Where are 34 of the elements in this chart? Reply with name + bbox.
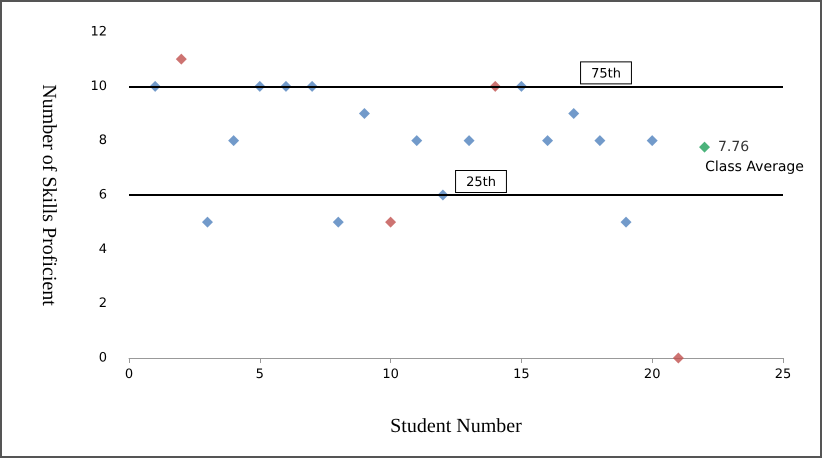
point — [542, 135, 554, 146]
data-label: 7.76 — [718, 139, 750, 156]
point — [411, 135, 422, 146]
point — [228, 135, 240, 146]
ref-line-label: 75th — [591, 66, 621, 82]
point — [699, 142, 710, 153]
y-tick-label: 6 — [98, 188, 107, 202]
point — [202, 216, 213, 228]
point — [176, 54, 187, 65]
point — [594, 135, 606, 146]
y-axis-title: Number of Skills Proficient — [38, 84, 60, 306]
x-tick-label: 10 — [382, 367, 399, 382]
point — [358, 108, 370, 119]
point — [464, 135, 475, 146]
ref-line-label: 25th — [466, 175, 496, 190]
y-tick-label: 4 — [98, 242, 107, 257]
y-tick-label: 12 — [90, 24, 107, 40]
x-tick-label: 0 — [124, 367, 134, 382]
x-tick-label: 20 — [644, 367, 660, 382]
point — [646, 135, 658, 146]
point — [385, 216, 396, 228]
point — [620, 216, 632, 228]
x-tick-label: 5 — [256, 367, 264, 382]
x-tick-label: 25 — [774, 367, 792, 382]
point — [672, 352, 684, 364]
y-tick-label: 10 — [90, 78, 107, 94]
annotation: Class Average — [705, 159, 804, 176]
point — [332, 216, 344, 228]
x-axis-title: Student Number — [390, 415, 522, 437]
x-tick-label: 15 — [513, 367, 530, 382]
y-tick-label: 8 — [98, 133, 107, 148]
y-tick-label: 0 — [98, 350, 107, 366]
y-tick-label: 2 — [98, 296, 107, 312]
point — [568, 108, 580, 119]
